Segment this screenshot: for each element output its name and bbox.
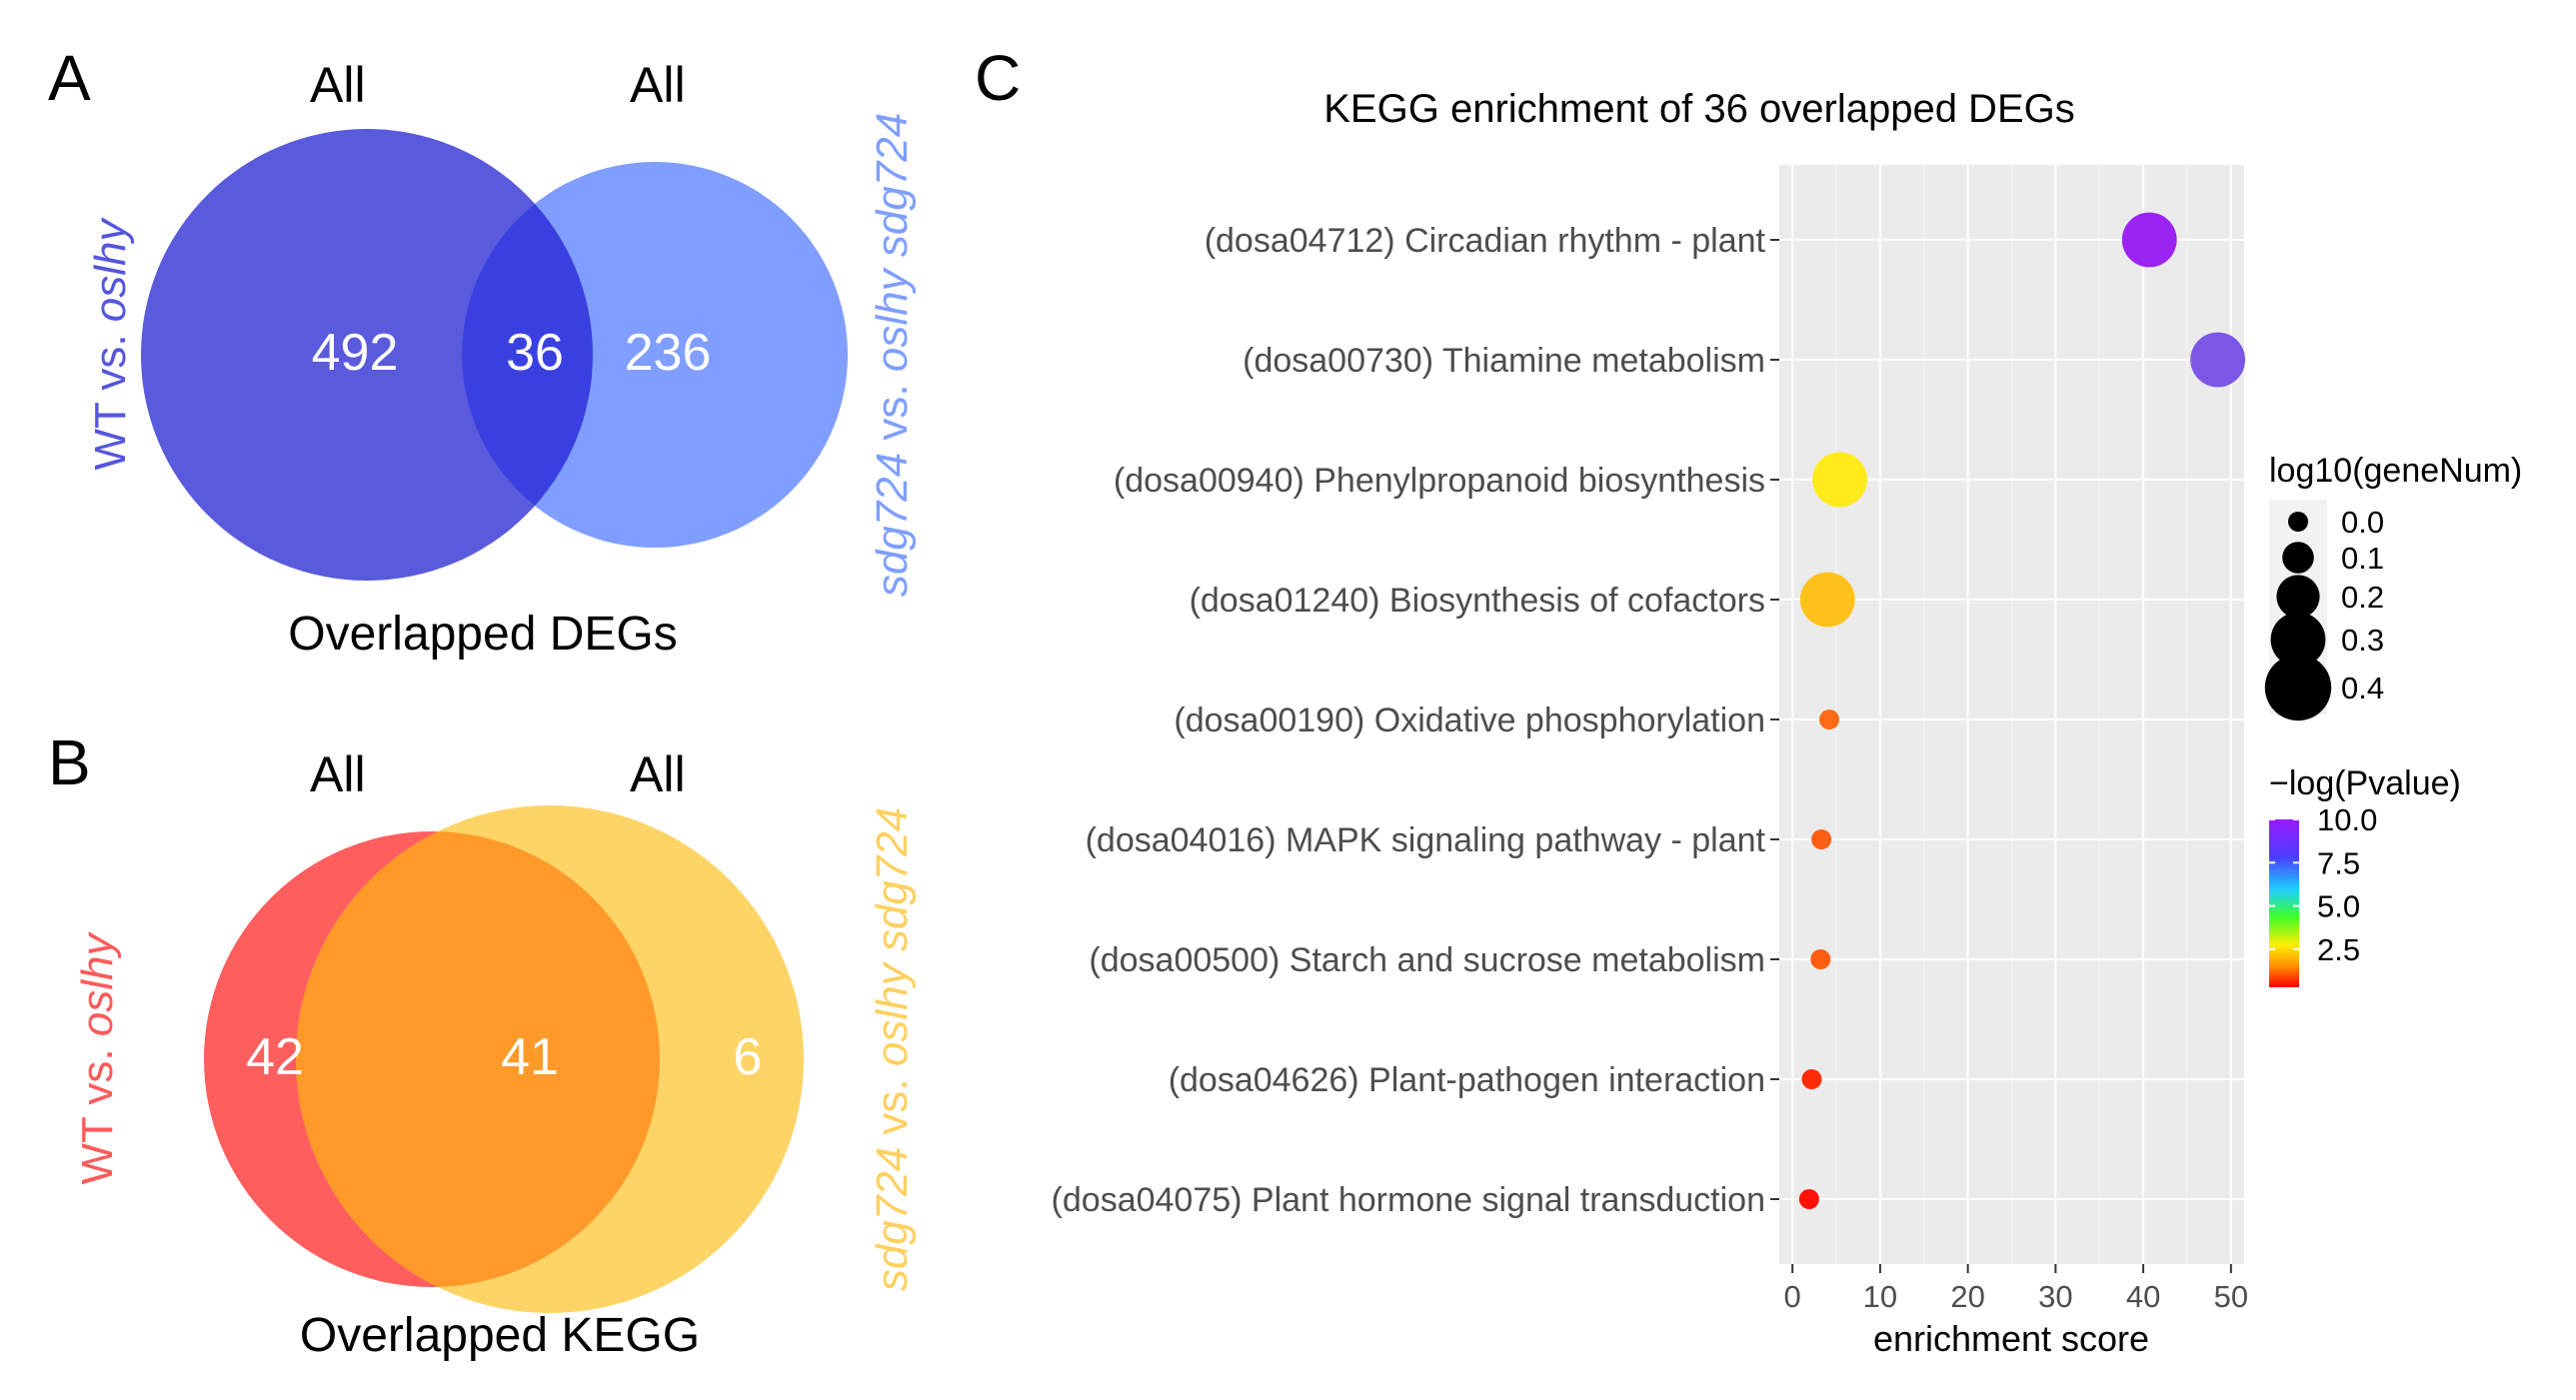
data-point [2121, 212, 2177, 268]
panel-a-right-only-count: 236 [625, 324, 712, 382]
size-legend-label: 0.1 [2341, 541, 2384, 576]
data-point [1798, 1189, 1819, 1209]
color-legend-title: −log(Pvalue) [2269, 764, 2461, 802]
size-legend-label: 0.0 [2341, 505, 2384, 540]
panel-a-left-circle [141, 129, 593, 581]
color-legend-label: 7.5 [2317, 845, 2360, 880]
panel-a-letter: A [48, 42, 91, 114]
size-legend: log10(geneNum) 0.00.1 0.2 0.3 0.4 [2264, 452, 2522, 721]
x-tick-label: 40 [2126, 1279, 2160, 1314]
size-legend-key [2270, 612, 2326, 668]
panel-a: A All All 492 36 236 Overlapped DEGs WT … [48, 42, 917, 661]
panel-a-left-set-label: All [310, 57, 366, 113]
y-tick-label: (dosa00730) Thiamine metabolism [1243, 342, 1765, 380]
panel-c: C KEGG enrichment of 36 overlapped DEGs … [975, 42, 2522, 1359]
y-tick-label: (dosa00940) Phenylpropanoid biosynthesis [1114, 462, 1765, 500]
panel-a-left-only-count: 492 [312, 324, 399, 382]
x-tick-label: 20 [1950, 1279, 1984, 1314]
data-point [1799, 572, 1855, 628]
panel-b-left-set-label: All [310, 746, 366, 802]
color-legend: −log(Pvalue) 10.0 7.5 5.0 2.5 [2269, 764, 2461, 987]
color-legend-bar [2269, 819, 2299, 987]
size-legend-key [2282, 542, 2314, 574]
panel-c-letter: C [975, 42, 1021, 114]
x-axis: 0 10 20 30 40 50 [1784, 1264, 2248, 1314]
size-legend-key [2276, 575, 2320, 619]
panel-b-overlap-count: 41 [501, 1028, 559, 1086]
size-legend-label: 0.2 [2341, 580, 2384, 615]
panel-b-left-only-count: 42 [246, 1028, 304, 1086]
chart-title: KEGG enrichment of 36 overlapped DEGs [1323, 87, 2074, 131]
panel-a-right-comparison-label: sdg724 vs. oslhy sdg724 [868, 113, 917, 597]
panel-b-right-comparison-label: sdg724 vs. oslhy sdg724 [868, 807, 917, 1291]
panel-a-right-set-label: All [630, 57, 686, 113]
data-point [1819, 709, 1840, 729]
y-tick-label: (dosa00190) Oxidative phosphorylation [1174, 701, 1765, 739]
size-legend-label: 0.3 [2341, 623, 2384, 658]
x-tick-label: 30 [2038, 1279, 2072, 1314]
color-legend-label: 10.0 [2317, 802, 2377, 837]
data-point [1810, 949, 1831, 969]
data-point [1811, 829, 1832, 849]
y-tick-label: (dosa04626) Plant-pathogen interaction [1169, 1061, 1765, 1099]
color-legend-label: 2.5 [2317, 932, 2360, 967]
panel-b-letter: B [48, 726, 91, 798]
panel-b-left-comparison-label: WT vs. oslhy [73, 930, 122, 1184]
x-tick-label: 0 [1784, 1279, 1801, 1314]
x-tick-label: 10 [1863, 1279, 1897, 1314]
y-axis: (dosa04712) Circadian rhythm - plant (dos… [1052, 222, 1779, 1219]
size-legend-label: 0.4 [2341, 671, 2384, 705]
size-legend-title: log10(geneNum) [2269, 452, 2522, 490]
y-tick-label: (dosa01240) Biosynthesis of cofactors [1190, 582, 1765, 620]
y-tick-label: (dosa04712) Circadian rhythm - plant [1205, 222, 1766, 260]
panel-b-bottom-label: Overlapped KEGG [300, 1309, 700, 1362]
y-tick-label: (dosa00500) Starch and sucrose metabolis… [1089, 941, 1765, 979]
y-tick-label: (dosa04016) MAPK signaling pathway - pla… [1086, 821, 1766, 859]
panel-a-bottom-label: Overlapped DEGs [288, 608, 678, 661]
data-point [1812, 452, 1867, 508]
panel-a-overlap-count: 36 [506, 324, 564, 382]
size-legend-key [2264, 654, 2332, 721]
panel-b: B All All 42 41 6 Overlapped KEGG WT vs.… [48, 726, 917, 1362]
panel-b-overlap-region [296, 831, 660, 1287]
size-legend-key [2288, 512, 2308, 532]
x-axis-title: enrichment score [1873, 1318, 2149, 1359]
color-legend-label: 5.0 [2317, 889, 2360, 924]
panel-b-right-set-label: All [630, 746, 686, 802]
panel-b-right-only-count: 6 [734, 1028, 763, 1086]
data-points [1798, 212, 2246, 1209]
data-point [2190, 332, 2246, 388]
x-tick-label: 50 [2214, 1279, 2248, 1314]
panel-a-left-comparison-label: WT vs. oslhy [86, 216, 135, 470]
panel-a-overlap-region [462, 162, 593, 548]
y-tick-label: (dosa04075) Plant hormone signal transdu… [1052, 1181, 1765, 1219]
data-point [1801, 1069, 1822, 1089]
